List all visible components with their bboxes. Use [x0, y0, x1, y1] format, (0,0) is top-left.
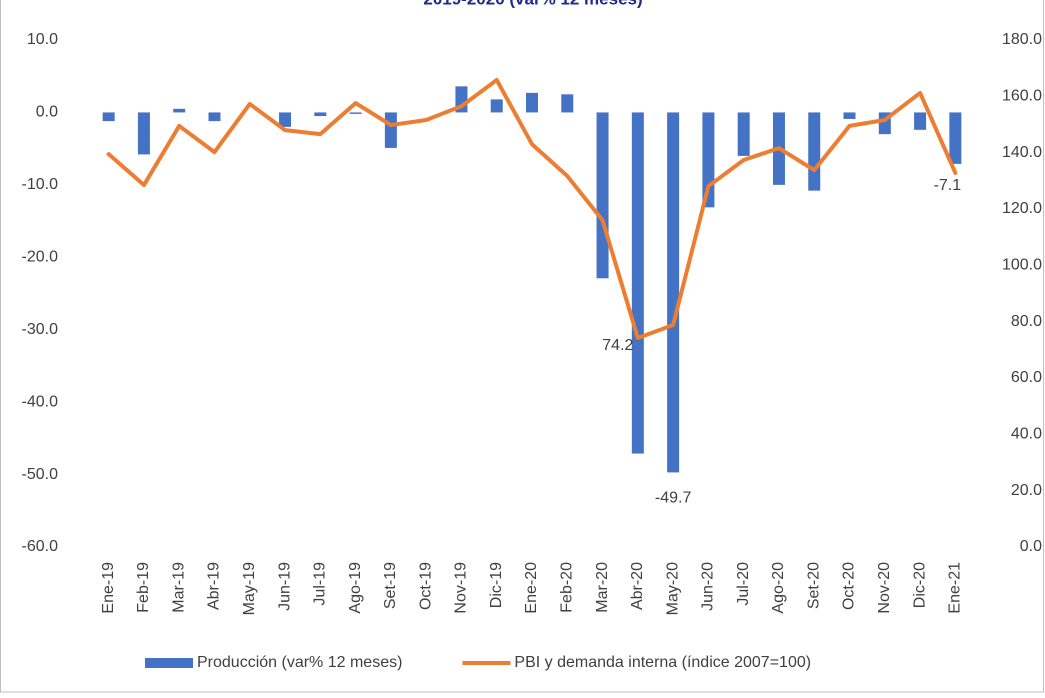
bar	[103, 112, 115, 121]
legend-swatch	[145, 658, 193, 668]
bar	[350, 112, 362, 113]
x-tick-label: Set-20	[805, 562, 822, 609]
legend-label: PBI y demanda interna (índice 2007=100)	[514, 654, 811, 671]
bar	[632, 112, 644, 453]
x-tick-label: Abr-20	[629, 562, 646, 610]
y2-tick-label: 100.0	[1002, 257, 1042, 274]
y-tick-label: 0.0	[36, 104, 58, 121]
bar	[208, 112, 220, 121]
chart-title: 2019-2020 (var% 12 meses)	[423, 0, 642, 8]
y2-tick-label: 120.0	[1002, 200, 1042, 217]
y2-tick-label: 40.0	[1011, 426, 1042, 443]
bar	[597, 112, 609, 278]
y-tick-label: -40.0	[22, 393, 59, 410]
bar	[844, 112, 856, 119]
x-tick-label: Ene-21	[947, 562, 964, 614]
x-tick-label: Abr-19	[206, 562, 223, 610]
x-tick-label: Nov-19	[453, 562, 470, 614]
x-tick-label: Ago-20	[770, 562, 787, 614]
bar	[314, 112, 326, 116]
x-tick-label: Nov-20	[876, 562, 893, 614]
bar	[914, 112, 926, 129]
bar	[491, 99, 503, 112]
x-tick-label: May-19	[241, 562, 258, 615]
x-tick-label: Jun-19	[276, 562, 293, 611]
x-tick-label: May-20	[664, 562, 681, 615]
y2-tick-label: 60.0	[1011, 369, 1042, 386]
x-tick-label: Dic-19	[488, 562, 505, 608]
x-tick-label: Oct-19	[417, 562, 434, 610]
data-label: 74.2	[602, 337, 633, 354]
bar	[385, 112, 397, 147]
y-tick-label: -50.0	[22, 466, 59, 483]
x-tick-label: Mar-19	[170, 562, 187, 613]
x-tick-label: Jul-19	[312, 562, 329, 606]
y-tick-label: -60.0	[22, 538, 59, 555]
x-tick-label: Set-19	[382, 562, 399, 609]
x-tick-label: Oct-20	[841, 562, 858, 610]
y-tick-label: -20.0	[22, 249, 59, 266]
y-tick-label: 10.0	[27, 31, 58, 48]
x-tick-label: Feb-20	[558, 562, 575, 613]
y2-tick-label: 180.0	[1002, 31, 1042, 48]
x-tick-label: Mar-20	[594, 562, 611, 613]
bar	[949, 112, 961, 163]
data-label: -7.1	[934, 177, 962, 194]
bar	[561, 94, 573, 112]
y2-tick-label: 140.0	[1002, 144, 1042, 161]
y2-tick-label: 0.0	[1020, 538, 1042, 555]
x-tick-label: Jun-20	[700, 562, 717, 611]
bar	[808, 112, 820, 190]
y-tick-label: -10.0	[22, 176, 59, 193]
x-tick-label: Jul-20	[735, 562, 752, 606]
bar	[738, 112, 750, 155]
y2-tick-label: 80.0	[1011, 313, 1042, 330]
y2-tick-label: 160.0	[1002, 88, 1042, 105]
bar	[526, 93, 538, 113]
x-tick-label: Dic-20	[911, 562, 928, 608]
bar	[173, 109, 185, 113]
bar	[138, 112, 150, 154]
x-tick-label: Ene-19	[100, 562, 117, 614]
data-label: -49.7	[655, 490, 692, 507]
line	[109, 80, 956, 338]
bar	[667, 112, 679, 472]
y2-tick-label: 20.0	[1011, 482, 1042, 499]
y-tick-label: -30.0	[22, 321, 59, 338]
legend-label: Producción (var% 12 meses)	[197, 654, 402, 671]
x-tick-label: Ago-19	[347, 562, 364, 614]
x-tick-label: Feb-19	[135, 562, 152, 613]
x-tick-label: Ene-20	[523, 562, 540, 614]
